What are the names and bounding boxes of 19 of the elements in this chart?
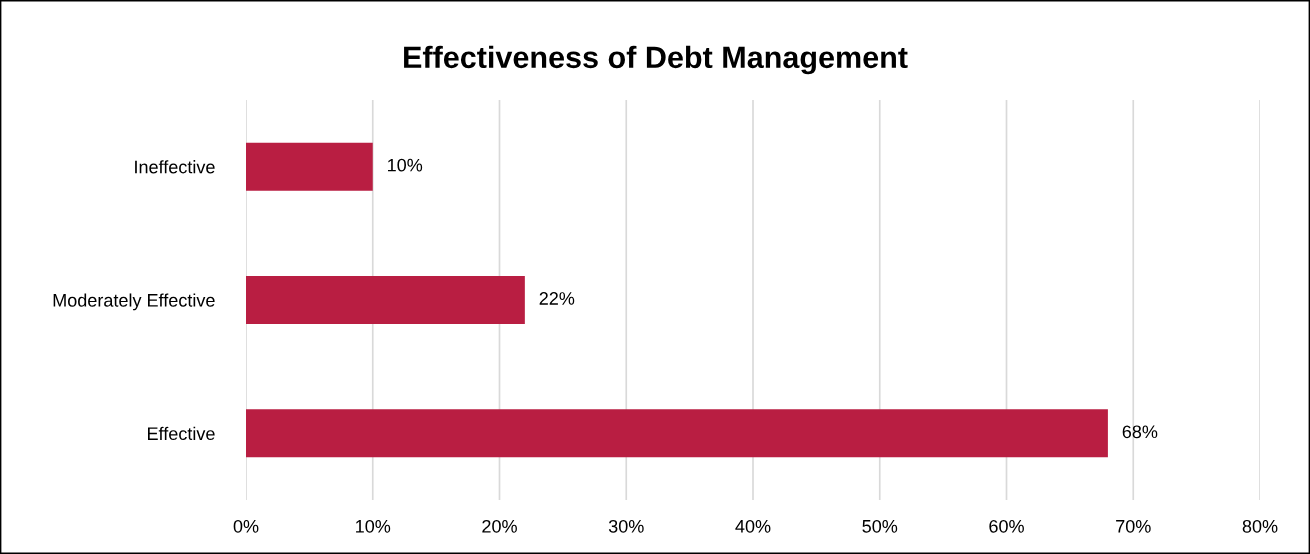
- x-tick-label: 20%: [482, 519, 517, 533]
- y-tick-label: Moderately Effective: [53, 293, 215, 311]
- x-tick-label: 10%: [356, 519, 391, 533]
- x-tick-label: 70%: [1116, 519, 1151, 533]
- x-tick-label: 50%: [862, 519, 898, 533]
- data-label: 22%: [539, 292, 575, 305]
- y-tick-label: Effective: [148, 426, 215, 441]
- data-label: 68%: [1122, 425, 1158, 439]
- x-tick-label: 0%: [233, 519, 259, 533]
- bar: [246, 142, 373, 191]
- bar: [246, 409, 1108, 458]
- x-tick-label: 60%: [989, 519, 1024, 533]
- x-tick-label: 80%: [1242, 519, 1278, 533]
- data-label: 10%: [388, 158, 423, 172]
- chart-title: Effectiveness of Debt Management: [404, 45, 908, 75]
- y-tick-label: Ineffective: [135, 160, 215, 174]
- x-tick-label: 30%: [608, 519, 644, 533]
- bar: [246, 276, 525, 324]
- x-tick-label: 40%: [735, 519, 771, 533]
